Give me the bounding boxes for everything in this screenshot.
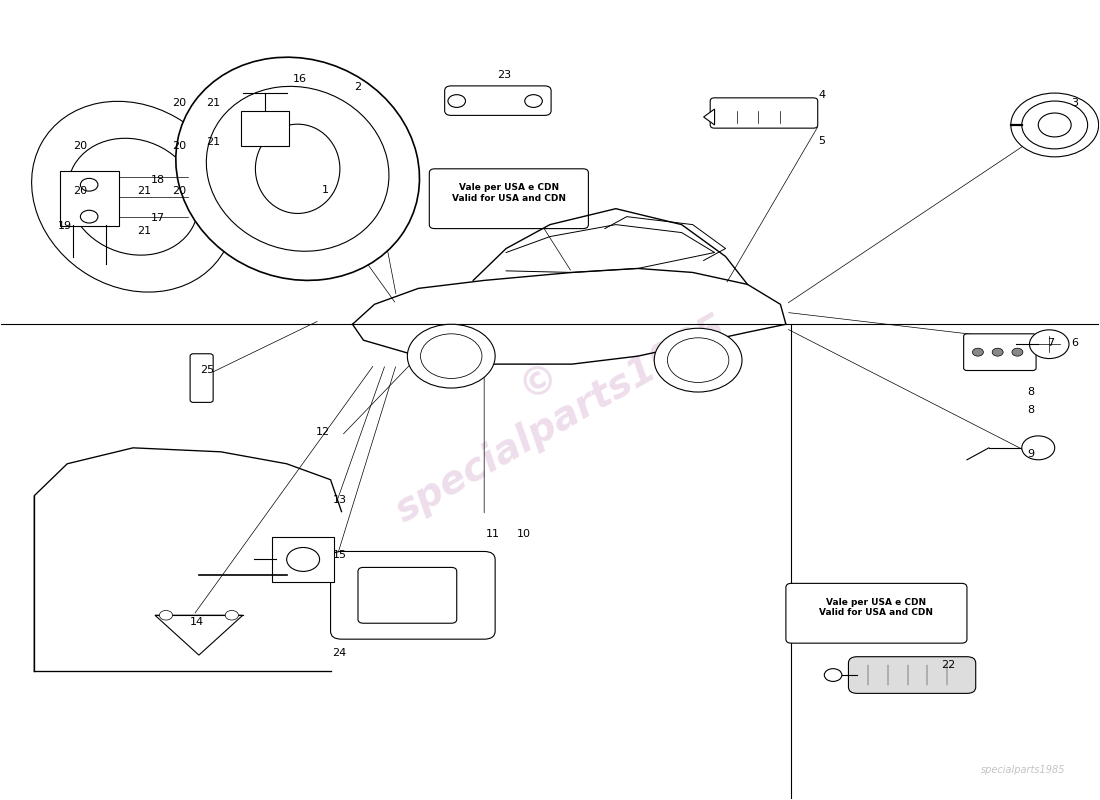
Text: 23: 23: [497, 70, 512, 80]
Circle shape: [992, 348, 1003, 356]
Text: 21: 21: [206, 98, 220, 109]
Circle shape: [1030, 330, 1069, 358]
Circle shape: [654, 328, 743, 392]
FancyBboxPatch shape: [331, 551, 495, 639]
Text: 2: 2: [354, 82, 362, 92]
FancyBboxPatch shape: [711, 98, 817, 128]
Circle shape: [160, 610, 173, 620]
FancyBboxPatch shape: [358, 567, 456, 623]
Text: 21: 21: [138, 226, 151, 236]
Text: 9: 9: [1027, 450, 1034, 459]
Text: 20: 20: [74, 142, 88, 151]
Text: 22: 22: [942, 660, 956, 670]
Text: 5: 5: [818, 136, 826, 146]
Text: 18: 18: [151, 175, 165, 185]
FancyBboxPatch shape: [964, 334, 1036, 370]
Text: 25: 25: [200, 365, 214, 374]
Text: 20: 20: [172, 98, 186, 109]
Text: 13: 13: [332, 494, 346, 505]
Circle shape: [80, 210, 98, 223]
Circle shape: [226, 610, 239, 620]
Text: 4: 4: [818, 90, 826, 100]
Circle shape: [420, 334, 482, 378]
Text: 10: 10: [517, 529, 530, 539]
Text: 20: 20: [172, 186, 186, 196]
Text: 8: 8: [1027, 387, 1034, 397]
Text: 16: 16: [293, 74, 307, 84]
Circle shape: [525, 94, 542, 107]
Ellipse shape: [176, 58, 419, 280]
Circle shape: [448, 94, 465, 107]
Text: 19: 19: [58, 222, 73, 231]
Text: 20: 20: [74, 186, 88, 196]
Text: 15: 15: [332, 550, 346, 561]
FancyBboxPatch shape: [848, 657, 976, 694]
Ellipse shape: [32, 102, 234, 292]
Text: 7: 7: [1047, 338, 1054, 347]
Polygon shape: [155, 615, 243, 655]
Text: 1: 1: [321, 186, 329, 195]
Ellipse shape: [67, 138, 198, 255]
FancyBboxPatch shape: [444, 86, 551, 115]
FancyBboxPatch shape: [429, 169, 588, 229]
Text: ©
specialparts1985: © specialparts1985: [366, 270, 734, 530]
Text: 20: 20: [172, 142, 186, 151]
Text: Vale per USA e CDN
Valid for USA and CDN: Vale per USA e CDN Valid for USA and CDN: [820, 598, 934, 617]
Circle shape: [1011, 93, 1099, 157]
Text: 21: 21: [206, 137, 220, 146]
FancyBboxPatch shape: [273, 537, 333, 582]
Text: 8: 8: [1027, 405, 1034, 414]
Circle shape: [824, 669, 842, 682]
Text: 14: 14: [189, 617, 204, 626]
Text: 24: 24: [332, 648, 346, 658]
Circle shape: [80, 178, 98, 191]
FancyBboxPatch shape: [785, 583, 967, 643]
Circle shape: [668, 338, 729, 382]
Circle shape: [1022, 101, 1088, 149]
Text: 12: 12: [316, 427, 330, 437]
Text: 17: 17: [151, 214, 165, 223]
Text: 3: 3: [1071, 98, 1078, 108]
Circle shape: [1012, 348, 1023, 356]
Text: 11: 11: [486, 529, 499, 539]
Ellipse shape: [255, 124, 340, 214]
FancyBboxPatch shape: [190, 354, 213, 402]
Text: Vale per USA e CDN
Valid for USA and CDN: Vale per USA e CDN Valid for USA and CDN: [452, 183, 565, 202]
Circle shape: [1038, 113, 1071, 137]
FancyBboxPatch shape: [59, 171, 119, 226]
Text: 6: 6: [1071, 338, 1078, 347]
Circle shape: [407, 324, 495, 388]
Circle shape: [972, 348, 983, 356]
Circle shape: [287, 547, 320, 571]
Ellipse shape: [207, 86, 389, 251]
Text: 21: 21: [138, 186, 151, 196]
FancyBboxPatch shape: [241, 111, 289, 146]
Polygon shape: [704, 109, 715, 125]
Circle shape: [1022, 436, 1055, 460]
Text: specialparts1985: specialparts1985: [981, 765, 1066, 774]
